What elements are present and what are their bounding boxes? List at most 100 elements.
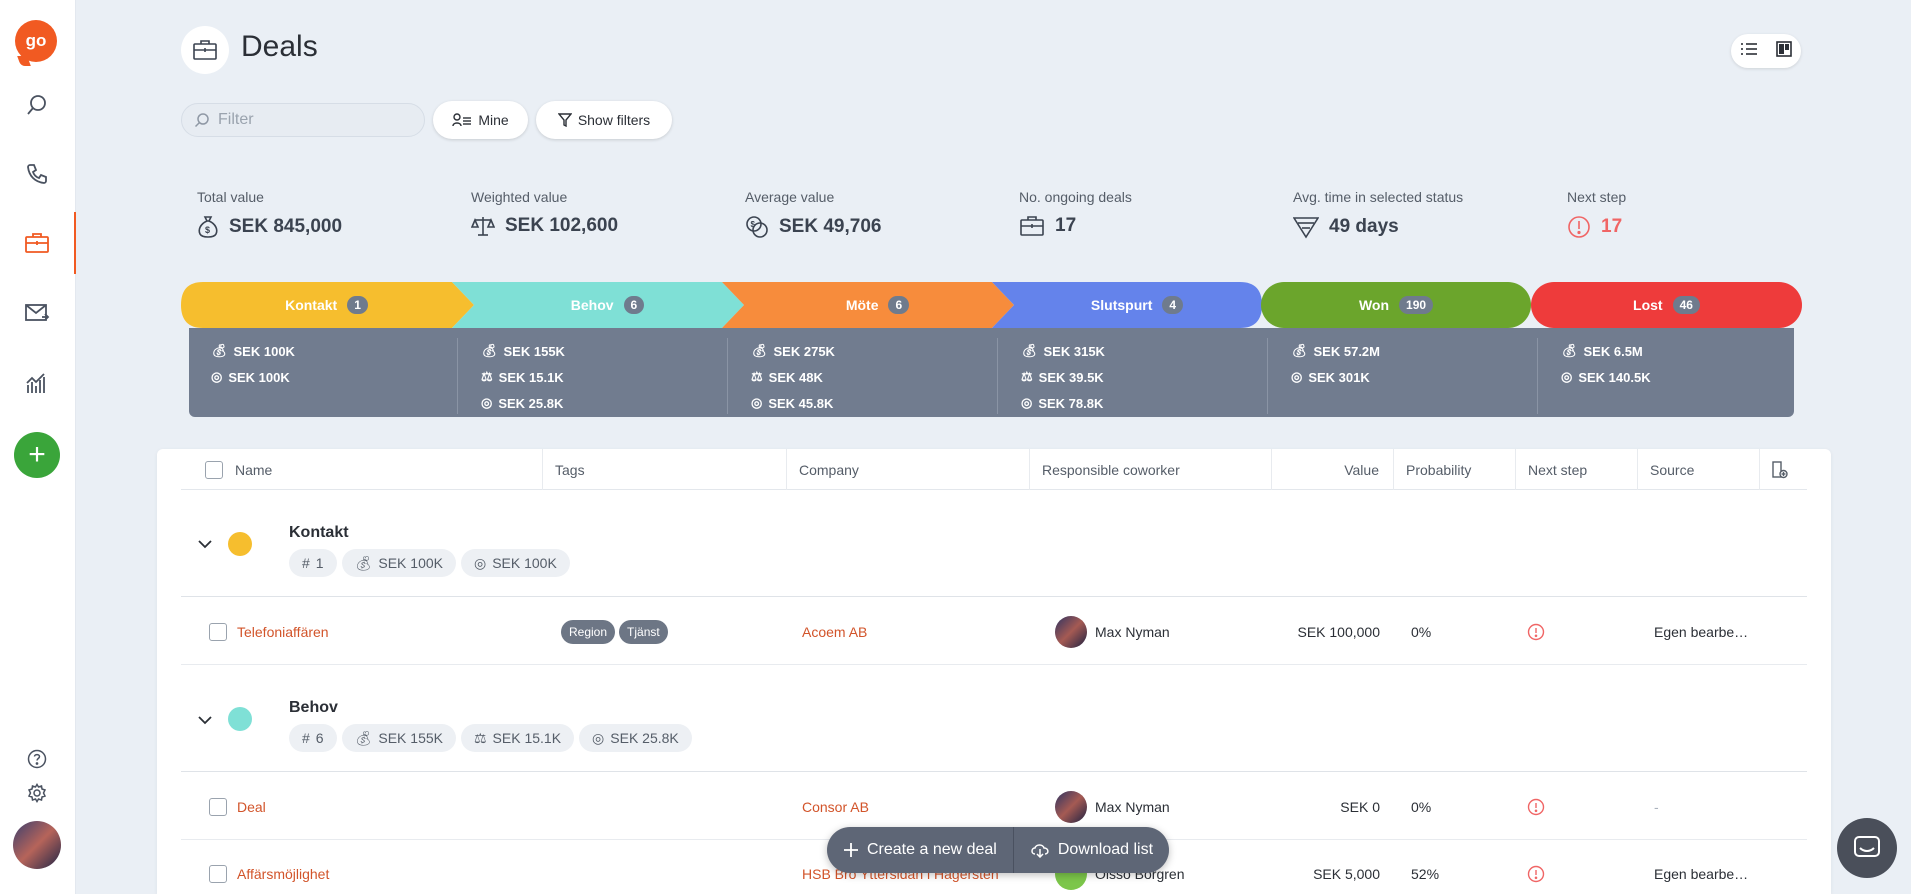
cloud-download-icon xyxy=(1031,844,1049,858)
scale-icon: ⚖ xyxy=(751,369,763,384)
stage-won[interactable]: Won 190 xyxy=(1261,282,1531,328)
tag[interactable]: Region xyxy=(561,619,616,644)
average-coins-icon: ◎ xyxy=(592,729,605,746)
page-title: Deals xyxy=(241,30,318,63)
show-filters-button[interactable]: Show filters xyxy=(536,101,672,139)
chart-icon[interactable] xyxy=(16,362,58,404)
column-company[interactable]: Company xyxy=(787,449,1030,490)
stage-slutspurt[interactable]: Slutspurt 4 xyxy=(1012,282,1262,328)
deal-name-link[interactable]: Deal xyxy=(237,798,266,815)
company-link[interactable]: Acoem AB xyxy=(802,623,868,640)
stage-mote-shape xyxy=(722,282,1014,328)
scale-icon: ⚖ xyxy=(481,369,493,384)
list-view-icon[interactable] xyxy=(1740,41,1758,62)
search-icon[interactable] xyxy=(16,84,58,126)
phone-icon[interactable] xyxy=(16,153,58,195)
average-coins-icon: ◎ xyxy=(211,369,223,384)
funnel-icon xyxy=(557,113,572,127)
plus-icon xyxy=(844,843,858,857)
chevron-down-icon[interactable] xyxy=(195,534,215,554)
chevron-down-icon[interactable] xyxy=(195,710,215,730)
deal-source: Egen bearbe… xyxy=(1654,623,1749,640)
row-checkbox[interactable] xyxy=(209,840,227,894)
group-color-dot xyxy=(228,532,252,556)
stage-summary-mote: 💰︎ SEK 275K ⚖ SEK 48K ◎ SEK 45.8K xyxy=(729,338,998,414)
table-row[interactable]: Telefoniaffären Region Tjänst Acoem AB M… xyxy=(181,598,1807,665)
deal-value: SEK 0 xyxy=(1340,798,1380,815)
coworker[interactable]: Max Nyman xyxy=(1055,773,1170,840)
value-chip: 💰︎ SEK 100K xyxy=(341,549,456,577)
row-checkbox[interactable] xyxy=(209,598,227,665)
tag[interactable]: Tjänst xyxy=(619,619,668,644)
deals-briefcase-icon[interactable] xyxy=(16,212,76,274)
column-tags[interactable]: Tags xyxy=(543,449,787,490)
stage-summary-won: 💰︎ SEK 57.2M ◎ SEK 301K xyxy=(1269,338,1538,414)
next-step-alert-icon[interactable] xyxy=(1527,840,1545,894)
stage-count: 4 xyxy=(1162,296,1184,314)
column-probability[interactable]: Probability xyxy=(1394,449,1516,490)
deal-source: Egen bearbe… xyxy=(1654,865,1749,882)
app-logo[interactable]: go xyxy=(15,20,57,62)
company-link[interactable]: Consor AB xyxy=(802,798,869,815)
filter-field[interactable] xyxy=(181,103,425,137)
column-value[interactable]: Value xyxy=(1272,449,1394,490)
user-list-icon xyxy=(452,113,472,127)
hash-icon: # xyxy=(302,555,310,571)
average-coins-icon: ◎ xyxy=(1291,369,1303,384)
average-chip: ◎ SEK 25.8K xyxy=(579,724,692,752)
column-source[interactable]: Source xyxy=(1638,449,1760,490)
column-next-step[interactable]: Next step xyxy=(1516,449,1638,490)
average-coins-icon: ◎ xyxy=(473,554,487,571)
next-step-alert-icon[interactable] xyxy=(1527,598,1545,665)
download-list-button[interactable]: Download list xyxy=(1014,827,1169,873)
stage-kontakt[interactable]: Kontakt 1 xyxy=(181,282,472,328)
deal-probability: 0% xyxy=(1411,798,1432,815)
table-header: Name Tags Company Responsible coworker V… xyxy=(181,449,1807,490)
stat-weighted-value: Weighted value SEK 102,600 xyxy=(471,189,619,236)
average-coins-icon: ◎ xyxy=(481,395,493,410)
deal-value: SEK 5,000 xyxy=(1313,865,1380,882)
stage-summary-kontakt: 💰︎ SEK 100K ◎ SEK 100K xyxy=(189,338,458,414)
average-coins-icon: ◎ xyxy=(1021,395,1033,410)
group-chips: #6 💰︎ SEK 155K ⚖ SEK 15.1K ◎ SEK 25.8K xyxy=(289,724,692,752)
column-responsible-coworker[interactable]: Responsible coworker xyxy=(1030,449,1272,490)
money-bag-icon: 💰︎ xyxy=(354,554,373,571)
user-avatar[interactable] xyxy=(13,821,61,869)
hash-icon: # xyxy=(302,730,310,746)
deal-name-link[interactable]: Affärsmöjlighet xyxy=(237,865,330,882)
settings-gear-icon[interactable] xyxy=(26,782,48,804)
view-toggle xyxy=(1731,34,1801,68)
group-chips: #1 💰︎ SEK 100K ◎ SEK 100K xyxy=(289,549,570,577)
column-name[interactable]: Name xyxy=(181,449,543,490)
board-view-icon[interactable] xyxy=(1776,40,1792,62)
deal-value: SEK 100,000 xyxy=(1297,623,1380,640)
pipeline-summary-panel: 💰︎ SEK 100K ◎ SEK 100K 💰︎ SEK 155K ⚖ SEK 15.… xyxy=(189,328,1794,417)
group-title: Behov xyxy=(289,699,338,716)
add-column-icon[interactable] xyxy=(1760,449,1807,490)
mail-icon[interactable] xyxy=(16,291,58,333)
deal-source: - xyxy=(1654,798,1659,815)
chat-support-button[interactable] xyxy=(1837,818,1897,878)
mine-button[interactable]: Mine xyxy=(433,101,528,139)
add-button[interactable]: + xyxy=(14,432,60,478)
avatar xyxy=(1055,790,1087,823)
stat-total-value: Total value $ SEK 845,000 xyxy=(197,189,343,238)
stage-count: 6 xyxy=(623,296,645,314)
money-bag-icon: 💰︎ xyxy=(211,343,228,358)
row-checkbox[interactable] xyxy=(209,773,227,840)
stage-lost[interactable]: Lost 46 xyxy=(1531,282,1802,328)
select-all-checkbox[interactable] xyxy=(205,460,223,479)
deals-title-icon xyxy=(181,26,229,74)
coworker[interactable]: Max Nyman xyxy=(1055,598,1170,665)
alert-icon xyxy=(1568,216,1590,238)
stage-mote[interactable]: Möte 6 xyxy=(742,282,1013,328)
count-chip: #6 xyxy=(289,724,337,752)
chat-icon xyxy=(1854,836,1880,857)
stage-behov[interactable]: Behov 6 xyxy=(472,282,743,328)
next-step-alert-icon[interactable] xyxy=(1527,773,1545,840)
help-icon[interactable] xyxy=(26,748,48,770)
deal-name-link[interactable]: Telefoniaffären xyxy=(237,623,329,640)
deal-probability: 52% xyxy=(1411,865,1440,882)
create-deal-button[interactable]: Create a new deal xyxy=(827,827,1013,873)
filter-input[interactable] xyxy=(218,111,408,129)
